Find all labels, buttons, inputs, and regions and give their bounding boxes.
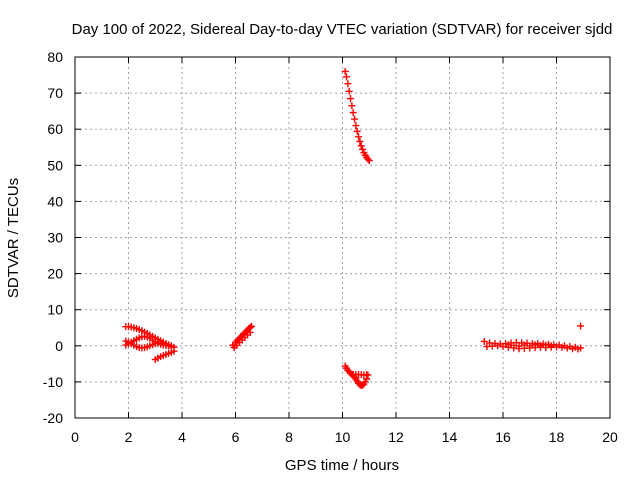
y-tick-label: 20	[47, 266, 63, 282]
data-point	[246, 328, 254, 336]
y-tick-label: 50	[47, 157, 63, 173]
data-point	[344, 80, 352, 88]
data-point	[574, 345, 582, 353]
x-tick-label: 0	[71, 429, 79, 445]
data-point	[364, 371, 372, 379]
grid-lines	[75, 57, 610, 418]
series-sat-track-4-outlier	[577, 322, 585, 330]
x-tick-label: 18	[549, 429, 565, 445]
data-point	[353, 127, 361, 135]
x-tick-label: 10	[335, 429, 351, 445]
y-tick-label: 10	[47, 302, 63, 318]
data-point	[170, 347, 178, 355]
data-point	[349, 109, 357, 117]
data-point	[547, 342, 555, 350]
y-tick-label: 0	[55, 338, 63, 354]
data-point	[343, 73, 351, 81]
data-point	[364, 155, 372, 163]
data-point	[352, 122, 360, 130]
series-sat-track-3-low-b	[349, 370, 372, 379]
data-point	[341, 67, 349, 75]
data-marks	[122, 67, 585, 390]
series-sat-track-2b	[230, 328, 254, 352]
data-point	[357, 142, 365, 150]
data-point	[520, 341, 528, 349]
series-sat-track-4c	[504, 341, 555, 350]
data-point	[356, 137, 364, 145]
data-point	[365, 157, 373, 165]
data-point	[542, 341, 550, 349]
x-tick-label: 6	[232, 429, 240, 445]
y-axis-title: SDTVAR / TECUs	[5, 178, 22, 298]
x-tick-label: 12	[388, 429, 404, 445]
data-point	[248, 322, 256, 330]
data-point	[499, 343, 507, 351]
data-point	[345, 87, 353, 95]
data-point	[351, 115, 359, 123]
series-sat-track-3-high	[341, 67, 373, 165]
x-tick-label: 4	[178, 429, 186, 445]
series-sat-track-2	[229, 322, 256, 349]
data-point	[480, 337, 488, 345]
y-tick-label: -10	[43, 374, 63, 390]
data-point	[526, 342, 534, 350]
chart-title: Day 100 of 2022, Sidereal Day-to-day VTE…	[72, 21, 613, 38]
series-sat-track-1c	[122, 337, 175, 352]
data-point	[494, 342, 502, 350]
data-point	[515, 342, 523, 350]
x-tick-label: 14	[442, 429, 458, 445]
data-point	[558, 343, 566, 351]
data-point	[510, 341, 518, 349]
y-tick-label: 70	[47, 85, 63, 101]
data-point	[531, 341, 539, 349]
y-tick-label: 60	[47, 121, 63, 137]
data-point	[348, 102, 356, 110]
plot-frame	[74, 56, 611, 419]
y-tick-label: -20	[43, 410, 63, 426]
x-tick-labels: 0 2 4 6 8 10 12 14 16 18 20	[71, 429, 618, 445]
x-tick-label: 20	[602, 429, 618, 445]
x-tick-label: 8	[285, 429, 293, 445]
y-tick-label: 80	[47, 49, 63, 65]
data-point	[577, 322, 585, 330]
y-tick-labels: -20 -10 0 10 20 30 40 50 60 70 80	[43, 49, 63, 426]
data-point	[347, 95, 355, 103]
series-sat-track-1d	[151, 347, 178, 364]
data-point	[355, 133, 363, 141]
x-tick-label: 16	[495, 429, 511, 445]
x-tick-label: 2	[125, 429, 133, 445]
data-point	[359, 145, 367, 153]
y-tick-label: 30	[47, 230, 63, 246]
y-tick-label: 40	[47, 193, 63, 209]
x-axis-title: GPS time / hours	[285, 457, 399, 474]
data-point	[504, 341, 512, 349]
data-point	[563, 344, 571, 352]
